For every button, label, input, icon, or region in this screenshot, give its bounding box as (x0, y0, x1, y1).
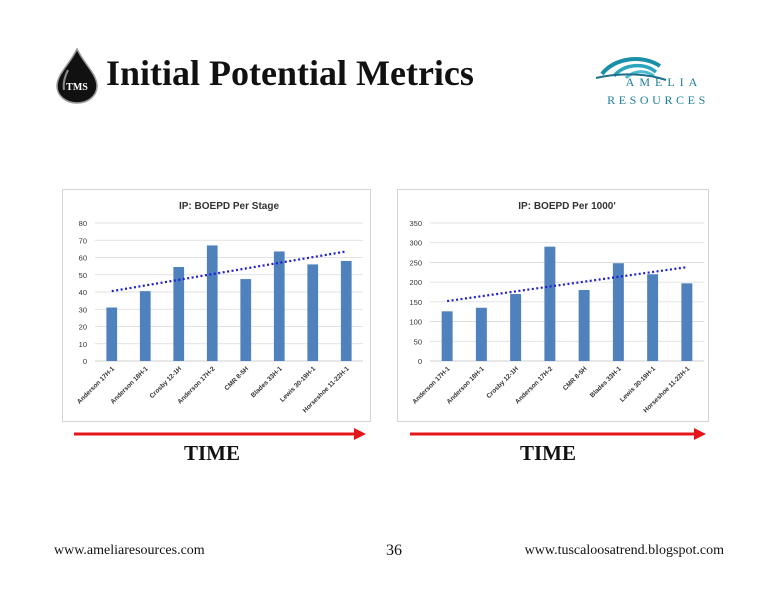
bar (206, 245, 218, 361)
y-tick-label: 10 (79, 340, 87, 349)
y-tick-label: 350 (409, 219, 422, 228)
y-tick-label: 20 (79, 323, 87, 332)
y-tick-label: 50 (414, 337, 422, 346)
chart-title: IP: BOEPD Per 1000' (518, 201, 615, 212)
bar (106, 307, 118, 361)
time-label-left: TIME (183, 441, 240, 465)
y-tick-label: 150 (409, 298, 422, 307)
y-tick-label: 0 (418, 357, 422, 366)
footer-website-amelia[interactable]: www.ameliaresources.com (54, 543, 205, 558)
time-arrow-right (410, 428, 706, 440)
slide-title: Initial Potential Metrics (106, 53, 474, 93)
category-label: Anderson 17H-2 (176, 365, 216, 405)
bar (475, 307, 487, 361)
y-tick-label: 250 (409, 258, 422, 267)
footer-website-tuscaloosa[interactable]: www.tuscaloosatrend.blogspot.com (524, 543, 724, 558)
page-number: 36 (386, 542, 402, 559)
y-tick-label: 300 (409, 239, 422, 248)
y-tick-label: 70 (79, 236, 87, 245)
category-label: Crosby 12-1H (149, 365, 184, 400)
chart-boepd-per-stage-svg: IP: BOEPD Per Stage 0 10 20 30 40 50 60 70 80 Ande… (76, 201, 363, 414)
y-tick-label: 60 (79, 254, 87, 263)
bar (273, 251, 285, 361)
category-label: Crosby 12-1H (485, 365, 520, 400)
bar (544, 246, 556, 361)
y-tick-label: 40 (79, 288, 87, 297)
y-tick-label: 30 (79, 305, 87, 314)
category-label: Anderson 18H-1 (109, 365, 149, 405)
y-tick-label: 0 (83, 357, 87, 366)
category-label: Lewis 30-19H-1 (619, 365, 657, 403)
chart-boepd-per-1000ft-svg: IP: BOEPD Per 1000' 0 50 100 150 200 250 300 350… (409, 201, 704, 414)
trendline (111, 250, 347, 293)
bar (139, 291, 151, 361)
amelia-logo-line2: RESOURCES (607, 93, 709, 107)
category-label: CMR 8-5H (562, 365, 589, 392)
category-label: Anderson 18H-1 (446, 365, 486, 405)
category-label: Blades 33H-1 (589, 365, 623, 399)
chart-title: IP: BOEPD Per Stage (179, 201, 279, 212)
category-label: Anderson 17H-2 (514, 365, 554, 405)
amelia-resources-logo: AMELIA RESOURCES (595, 57, 709, 107)
bar (240, 279, 252, 361)
bar (578, 290, 590, 361)
tms-logo-text: TMS (66, 82, 88, 93)
category-label: Lewis 30-19H-1 (279, 365, 317, 403)
bar (510, 293, 522, 361)
bar (612, 263, 624, 361)
category-label: CMR 8-5H (224, 365, 251, 392)
bar (681, 283, 693, 361)
y-tick-label: 200 (409, 278, 422, 287)
chart-boepd-per-stage: IP: BOEPD Per Stage 0 10 20 30 40 50 60 70 80 Ande… (62, 189, 371, 422)
time-label-right: TIME (519, 441, 576, 465)
bar (441, 311, 453, 361)
y-tick-label: 100 (409, 318, 422, 327)
time-arrow-left (74, 428, 366, 440)
bar (173, 266, 185, 361)
amelia-logo-line1: AMELIA (626, 75, 703, 89)
category-label: Blades 33H-1 (250, 365, 284, 399)
y-tick-label: 80 (79, 219, 87, 228)
y-tick-label: 50 (79, 271, 87, 280)
bar (647, 274, 659, 361)
bar (307, 264, 319, 361)
chart-boepd-per-1000ft: IP: BOEPD Per 1000' 0 50 100 150 200 250 300 350… (397, 189, 709, 422)
tms-logo: TMS (56, 48, 98, 104)
bar (340, 260, 352, 361)
